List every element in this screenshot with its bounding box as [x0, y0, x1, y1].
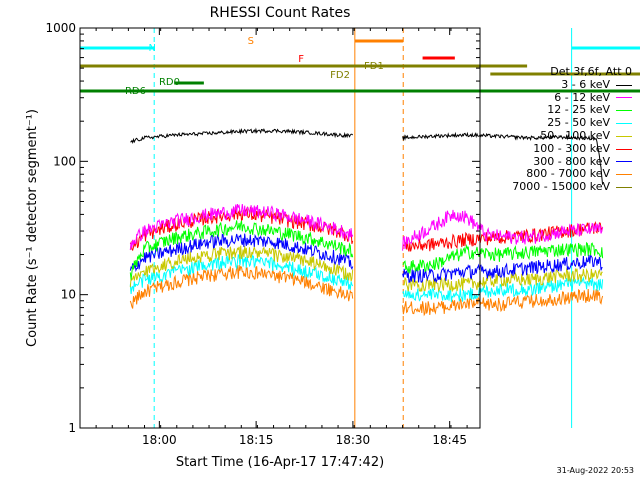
legend-entry: 3 - 6 keV	[482, 77, 632, 92]
legend-entry-label: 300 - 800 keV	[533, 154, 610, 168]
series-lines	[129, 127, 604, 317]
legend-entry-label: 100 - 300 keV	[533, 141, 610, 155]
legend-entry: 7000 - 15000 keV	[482, 180, 632, 194]
flag-label-s: S	[248, 36, 254, 47]
legend-entry-swatch	[616, 110, 632, 112]
series-line-3-6-kev	[130, 127, 604, 185]
flag-bars: N S F FD1 FD2 RD0 RD6	[80, 36, 640, 97]
legend-entry: 300 - 800 keV	[482, 154, 632, 169]
legend-entry-swatch	[616, 187, 632, 189]
legend-entry-swatch	[616, 174, 632, 176]
legend-entry-label: 25 - 50 keV	[547, 116, 610, 130]
legend-entry-swatch	[616, 84, 632, 86]
y-tick-label-1: 10	[61, 288, 76, 302]
chart-title: RHESSI Count Rates	[210, 5, 351, 21]
series-line-6-12-kev	[129, 203, 604, 251]
y-tick-label-3: 1000	[45, 21, 76, 35]
x-tick-label-1: 18:15	[239, 433, 274, 447]
x-tick-label-0: 18:00	[142, 433, 177, 447]
flag-label-rd6: RD6	[125, 86, 146, 97]
footer-date: 31-Aug-2022 20:53	[556, 466, 634, 475]
legend-entry-swatch	[616, 135, 632, 137]
flag-label-f: F	[298, 54, 304, 65]
y-tick-label-2: 100	[53, 154, 76, 168]
x-axis-label: Start Time (16-Apr-17 17:47:42)	[176, 455, 384, 470]
legend-entry-swatch	[616, 148, 632, 150]
legend-entry-label: 7000 - 15000 keV	[512, 180, 610, 194]
flag-label-n: N	[149, 43, 156, 54]
axis-ticks: 18:00 18:15 18:30 18:45 1 10 100 1000	[45, 21, 480, 447]
legend-entry: 25 - 50 keV	[482, 116, 632, 130]
series-line-800-7000-kev	[129, 264, 604, 317]
legend-entries: 3 - 6 keV 6 - 12 keV 12 - 25 keV 25 - 50 ke…	[482, 77, 632, 194]
legend-entry-label: 6 - 12 keV	[554, 90, 610, 104]
y-axis-label: Count Rate (s⁻¹ detector segment⁻¹)	[25, 109, 40, 347]
legend: Det 3f,6f, Att 0 3 - 6 keV 6 - 12 keV 12 -…	[482, 65, 632, 194]
legend-entry: 6 - 12 keV	[482, 90, 632, 105]
legend-entry: 800 - 7000 keV	[482, 168, 632, 181]
flag-label-fd1: FD1	[364, 61, 384, 72]
legend-entry-swatch	[616, 97, 632, 99]
legend-entry: 50 - 100 keV	[482, 128, 632, 143]
flag-label-fd2: FD2	[330, 70, 350, 81]
y-tick-label-0: 1	[68, 421, 76, 435]
legend-entry-label: 50 - 100 keV	[540, 128, 610, 142]
legend-entry-swatch	[616, 123, 632, 125]
legend-entry-swatch	[616, 161, 632, 163]
flag-label-rd0: RD0	[159, 77, 180, 88]
legend-entry-label: 800 - 7000 keV	[526, 167, 610, 181]
legend-entry-label: 3 - 6 keV	[561, 77, 610, 91]
legend-entry: 12 - 25 keV	[482, 104, 632, 117]
x-tick-label-3: 18:45	[432, 433, 467, 447]
plot-frame	[79, 27, 481, 429]
legend-title: Det 3f,6f, Att 0	[550, 65, 632, 78]
x-tick-label-2: 18:30	[336, 433, 371, 447]
legend-entry: 100 - 300 keV	[482, 141, 632, 156]
legend-entry-label: 12 - 25 keV	[547, 103, 610, 117]
series-line-300-800-kev	[129, 233, 603, 284]
